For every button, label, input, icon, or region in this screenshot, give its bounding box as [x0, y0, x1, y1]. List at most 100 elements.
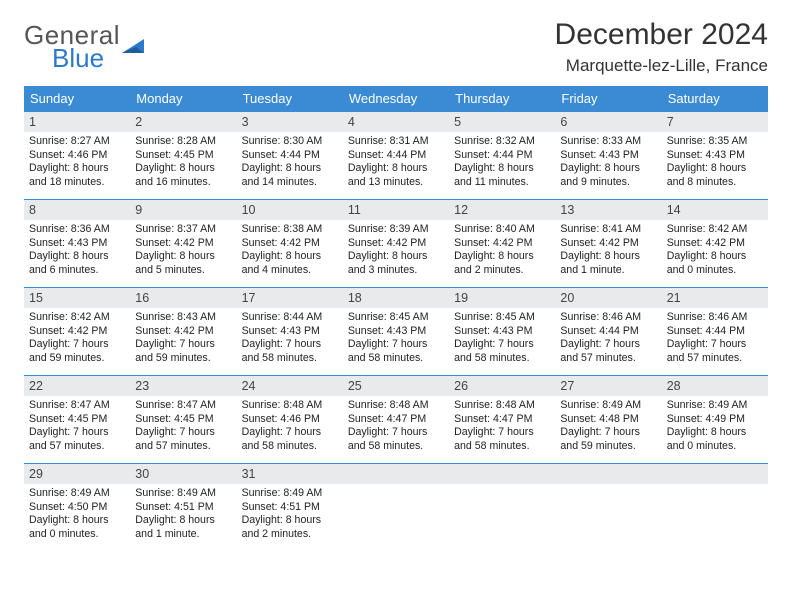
- calendar-day-cell: 8Sunrise: 8:36 AMSunset: 4:43 PMDaylight…: [24, 200, 130, 288]
- daylight-line: Daylight: 7 hours and 58 minutes.: [454, 426, 550, 453]
- sunrise-line: Sunrise: 8:49 AM: [29, 487, 125, 501]
- calendar-day-cell: 28Sunrise: 8:49 AMSunset: 4:49 PMDayligh…: [662, 376, 768, 464]
- calendar-day-cell: 4Sunrise: 8:31 AMSunset: 4:44 PMDaylight…: [343, 112, 449, 200]
- sunrise-line: Sunrise: 8:49 AM: [135, 487, 231, 501]
- day-details: Sunrise: 8:30 AMSunset: 4:44 PMDaylight:…: [237, 132, 343, 191]
- sunrise-line: Sunrise: 8:33 AM: [560, 135, 656, 149]
- day-number: 17: [237, 288, 343, 308]
- day-details: Sunrise: 8:31 AMSunset: 4:44 PMDaylight:…: [343, 132, 449, 191]
- day-number: 14: [662, 200, 768, 220]
- sunset-line: Sunset: 4:51 PM: [135, 501, 231, 515]
- day-details: Sunrise: 8:49 AMSunset: 4:49 PMDaylight:…: [662, 396, 768, 455]
- calendar-day-cell: 27Sunrise: 8:49 AMSunset: 4:48 PMDayligh…: [555, 376, 661, 464]
- daylight-line: Daylight: 8 hours and 14 minutes.: [242, 162, 338, 189]
- weekday-header: Wednesday: [343, 86, 449, 112]
- day-number: 6: [555, 112, 661, 132]
- daylight-line: Daylight: 8 hours and 1 minute.: [135, 514, 231, 541]
- sunrise-line: Sunrise: 8:31 AM: [348, 135, 444, 149]
- calendar-empty-cell: [449, 464, 555, 552]
- daylight-line: Daylight: 8 hours and 13 minutes.: [348, 162, 444, 189]
- daylight-line: Daylight: 7 hours and 58 minutes.: [348, 338, 444, 365]
- sunrise-line: Sunrise: 8:46 AM: [667, 311, 763, 325]
- calendar-day-cell: 30Sunrise: 8:49 AMSunset: 4:51 PMDayligh…: [130, 464, 236, 552]
- day-details: Sunrise: 8:47 AMSunset: 4:45 PMDaylight:…: [130, 396, 236, 455]
- calendar-day-cell: 24Sunrise: 8:48 AMSunset: 4:46 PMDayligh…: [237, 376, 343, 464]
- calendar-empty-cell: [662, 464, 768, 552]
- day-details: Sunrise: 8:45 AMSunset: 4:43 PMDaylight:…: [343, 308, 449, 367]
- daylight-line: Daylight: 8 hours and 9 minutes.: [560, 162, 656, 189]
- day-details: Sunrise: 8:48 AMSunset: 4:47 PMDaylight:…: [449, 396, 555, 455]
- sunrise-line: Sunrise: 8:41 AM: [560, 223, 656, 237]
- sunrise-line: Sunrise: 8:47 AM: [135, 399, 231, 413]
- calendar-week-row: 22Sunrise: 8:47 AMSunset: 4:45 PMDayligh…: [24, 376, 768, 464]
- header: General Blue December 2024 Marquette-lez…: [24, 18, 768, 76]
- calendar-week-row: 15Sunrise: 8:42 AMSunset: 4:42 PMDayligh…: [24, 288, 768, 376]
- calendar-week-row: 1Sunrise: 8:27 AMSunset: 4:46 PMDaylight…: [24, 112, 768, 200]
- sunrise-line: Sunrise: 8:49 AM: [242, 487, 338, 501]
- sunset-line: Sunset: 4:43 PM: [667, 149, 763, 163]
- daylight-line: Daylight: 8 hours and 2 minutes.: [242, 514, 338, 541]
- calendar-day-cell: 23Sunrise: 8:47 AMSunset: 4:45 PMDayligh…: [130, 376, 236, 464]
- calendar-day-cell: 1Sunrise: 8:27 AMSunset: 4:46 PMDaylight…: [24, 112, 130, 200]
- calendar-day-cell: 5Sunrise: 8:32 AMSunset: 4:44 PMDaylight…: [449, 112, 555, 200]
- calendar-day-cell: 2Sunrise: 8:28 AMSunset: 4:45 PMDaylight…: [130, 112, 236, 200]
- calendar-day-cell: 13Sunrise: 8:41 AMSunset: 4:42 PMDayligh…: [555, 200, 661, 288]
- calendar-day-cell: 18Sunrise: 8:45 AMSunset: 4:43 PMDayligh…: [343, 288, 449, 376]
- calendar-day-cell: 11Sunrise: 8:39 AMSunset: 4:42 PMDayligh…: [343, 200, 449, 288]
- sunrise-line: Sunrise: 8:35 AM: [667, 135, 763, 149]
- day-number: 4: [343, 112, 449, 132]
- day-details: Sunrise: 8:49 AMSunset: 4:48 PMDaylight:…: [555, 396, 661, 455]
- sunrise-line: Sunrise: 8:30 AM: [242, 135, 338, 149]
- day-details: Sunrise: 8:46 AMSunset: 4:44 PMDaylight:…: [555, 308, 661, 367]
- day-details: Sunrise: 8:33 AMSunset: 4:43 PMDaylight:…: [555, 132, 661, 191]
- day-number: 19: [449, 288, 555, 308]
- daylight-line: Daylight: 7 hours and 59 minutes.: [29, 338, 125, 365]
- sunrise-line: Sunrise: 8:45 AM: [454, 311, 550, 325]
- sunrise-line: Sunrise: 8:45 AM: [348, 311, 444, 325]
- calendar-day-cell: 17Sunrise: 8:44 AMSunset: 4:43 PMDayligh…: [237, 288, 343, 376]
- daylight-line: Daylight: 8 hours and 2 minutes.: [454, 250, 550, 277]
- calendar-day-cell: 10Sunrise: 8:38 AMSunset: 4:42 PMDayligh…: [237, 200, 343, 288]
- weekday-header: Friday: [555, 86, 661, 112]
- sunset-line: Sunset: 4:43 PM: [560, 149, 656, 163]
- daylight-line: Daylight: 7 hours and 57 minutes.: [560, 338, 656, 365]
- day-details: Sunrise: 8:49 AMSunset: 4:51 PMDaylight:…: [237, 484, 343, 543]
- day-number: 15: [24, 288, 130, 308]
- day-details: Sunrise: 8:49 AMSunset: 4:51 PMDaylight:…: [130, 484, 236, 543]
- calendar-day-cell: 6Sunrise: 8:33 AMSunset: 4:43 PMDaylight…: [555, 112, 661, 200]
- sunrise-line: Sunrise: 8:48 AM: [242, 399, 338, 413]
- weekday-header: Thursday: [449, 86, 555, 112]
- day-number: 26: [449, 376, 555, 396]
- daylight-line: Daylight: 7 hours and 57 minutes.: [29, 426, 125, 453]
- day-number: 25: [343, 376, 449, 396]
- sunrise-line: Sunrise: 8:28 AM: [135, 135, 231, 149]
- daylight-line: Daylight: 8 hours and 1 minute.: [560, 250, 656, 277]
- day-number: 10: [237, 200, 343, 220]
- calendar-day-cell: 31Sunrise: 8:49 AMSunset: 4:51 PMDayligh…: [237, 464, 343, 552]
- sunrise-line: Sunrise: 8:32 AM: [454, 135, 550, 149]
- day-details: Sunrise: 8:28 AMSunset: 4:45 PMDaylight:…: [130, 132, 236, 191]
- sunset-line: Sunset: 4:43 PM: [242, 325, 338, 339]
- daylight-line: Daylight: 7 hours and 57 minutes.: [135, 426, 231, 453]
- day-number: 30: [130, 464, 236, 484]
- sunrise-line: Sunrise: 8:43 AM: [135, 311, 231, 325]
- calendar-day-cell: 9Sunrise: 8:37 AMSunset: 4:42 PMDaylight…: [130, 200, 236, 288]
- sunset-line: Sunset: 4:46 PM: [242, 413, 338, 427]
- sunset-line: Sunset: 4:45 PM: [135, 413, 231, 427]
- calendar-week-row: 8Sunrise: 8:36 AMSunset: 4:43 PMDaylight…: [24, 200, 768, 288]
- calendar-day-cell: 12Sunrise: 8:40 AMSunset: 4:42 PMDayligh…: [449, 200, 555, 288]
- location: Marquette-lez-Lille, France: [555, 56, 768, 76]
- logo-word-2: Blue: [24, 43, 104, 73]
- day-number: 5: [449, 112, 555, 132]
- day-number: 18: [343, 288, 449, 308]
- day-details: Sunrise: 8:38 AMSunset: 4:42 PMDaylight:…: [237, 220, 343, 279]
- sunrise-line: Sunrise: 8:48 AM: [348, 399, 444, 413]
- weekday-header: Monday: [130, 86, 236, 112]
- daylight-line: Daylight: 8 hours and 0 minutes.: [29, 514, 125, 541]
- sunset-line: Sunset: 4:47 PM: [454, 413, 550, 427]
- sunset-line: Sunset: 4:43 PM: [454, 325, 550, 339]
- day-number: 28: [662, 376, 768, 396]
- sunrise-line: Sunrise: 8:47 AM: [29, 399, 125, 413]
- day-number: 31: [237, 464, 343, 484]
- sunset-line: Sunset: 4:42 PM: [242, 237, 338, 251]
